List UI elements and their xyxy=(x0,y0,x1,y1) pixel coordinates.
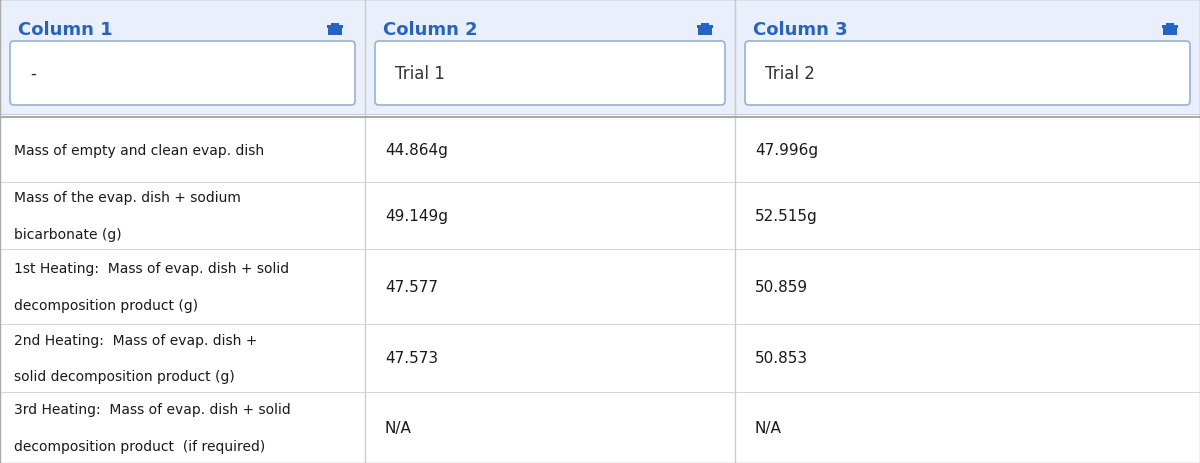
Text: N/A: N/A xyxy=(755,420,782,435)
Bar xyxy=(365,250,734,324)
Text: Trial 1: Trial 1 xyxy=(395,65,445,83)
Text: 47.577: 47.577 xyxy=(385,279,438,294)
Bar xyxy=(0,118,365,182)
Text: -: - xyxy=(30,65,36,83)
Bar xyxy=(1162,26,1178,29)
Bar xyxy=(365,0,734,115)
Bar xyxy=(365,118,734,182)
Bar xyxy=(734,118,1200,182)
Bar xyxy=(0,250,365,324)
FancyBboxPatch shape xyxy=(745,42,1190,106)
Bar xyxy=(1166,24,1174,27)
Bar xyxy=(734,250,1200,324)
Text: 2nd Heating:  Mass of evap. dish +

solid decomposition product (g): 2nd Heating: Mass of evap. dish + solid … xyxy=(14,333,257,383)
Text: 47.573: 47.573 xyxy=(385,351,438,366)
Bar xyxy=(734,0,1200,115)
Bar xyxy=(734,392,1200,463)
Bar xyxy=(698,26,712,36)
Text: Mass of the evap. dish + sodium

bicarbonate (g): Mass of the evap. dish + sodium bicarbon… xyxy=(14,191,241,241)
Text: Trial 2: Trial 2 xyxy=(766,65,815,83)
Text: 47.996g: 47.996g xyxy=(755,143,818,158)
Bar xyxy=(326,26,343,29)
FancyBboxPatch shape xyxy=(374,42,725,106)
FancyBboxPatch shape xyxy=(10,42,355,106)
Text: Column 2: Column 2 xyxy=(383,21,478,39)
Text: 50.853: 50.853 xyxy=(755,351,808,366)
Bar xyxy=(328,26,342,36)
Bar xyxy=(697,26,713,29)
Text: 1st Heating:  Mass of evap. dish + solid

decomposition product (g): 1st Heating: Mass of evap. dish + solid … xyxy=(14,262,289,312)
Text: 3rd Heating:  Mass of evap. dish + solid

decomposition product  (if required): 3rd Heating: Mass of evap. dish + solid … xyxy=(14,402,290,453)
Bar xyxy=(365,324,734,392)
Text: Column 3: Column 3 xyxy=(754,21,847,39)
Text: N/A: N/A xyxy=(385,420,412,435)
Text: 52.515g: 52.515g xyxy=(755,208,817,224)
Bar xyxy=(331,24,340,27)
Bar xyxy=(0,0,365,115)
Text: 50.859: 50.859 xyxy=(755,279,808,294)
Bar xyxy=(0,324,365,392)
Bar xyxy=(1163,26,1177,36)
Text: 49.149g: 49.149g xyxy=(385,208,448,224)
Bar xyxy=(734,324,1200,392)
Text: Mass of empty and clean evap. dish: Mass of empty and clean evap. dish xyxy=(14,143,264,157)
Text: Column 1: Column 1 xyxy=(18,21,113,39)
Bar xyxy=(0,392,365,463)
Text: 44.864g: 44.864g xyxy=(385,143,448,158)
Bar xyxy=(0,182,365,250)
Bar xyxy=(365,392,734,463)
Bar xyxy=(365,182,734,250)
Bar xyxy=(734,182,1200,250)
Bar xyxy=(701,24,709,27)
